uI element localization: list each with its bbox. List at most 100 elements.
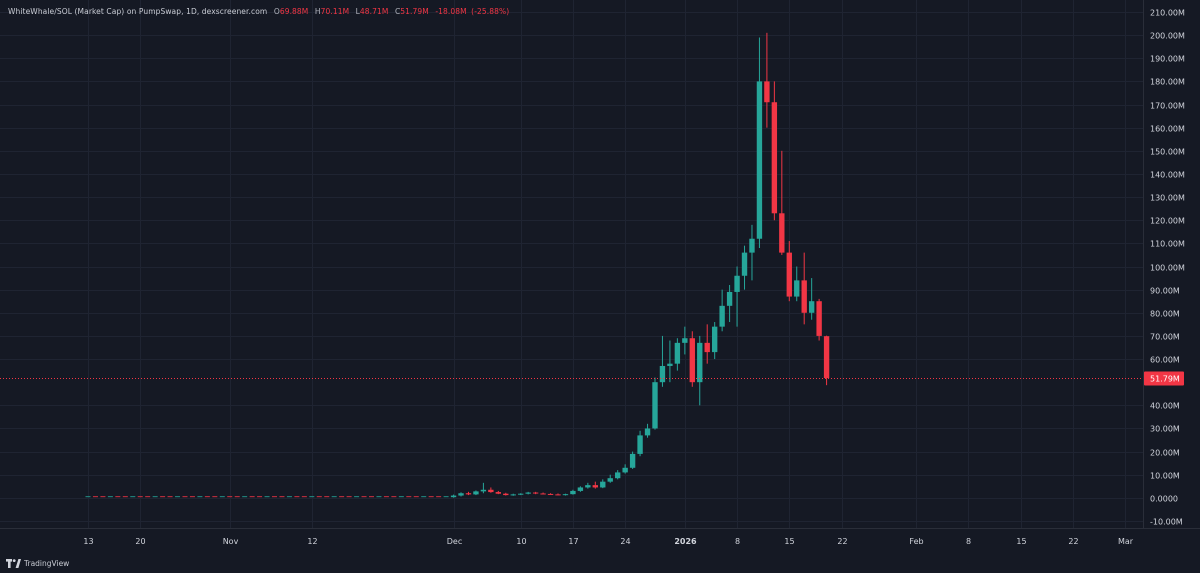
candle [771,81,778,221]
tradingview-logo[interactable]: TradingView [6,559,69,568]
time-tick-label: 22 [1068,537,1078,546]
candle [465,491,472,496]
candle [652,377,658,430]
candle-body [562,494,569,496]
candle [794,266,800,302]
candle [629,451,636,469]
symbol-title[interactable]: WhiteWhale/SOL (Market Cap) on PumpSwap,… [8,7,268,16]
flat-candle [368,496,374,498]
candle-body [801,280,807,313]
flat-candle [421,496,427,498]
candle-body [488,489,494,493]
change-percent: (-25.88%) [471,7,510,16]
grid [0,0,1143,528]
symbol-legend[interactable]: WhiteWhale/SOL (Market Cap) on PumpSwap,… [8,7,509,16]
candle-body [741,252,748,276]
candle-body [771,102,778,214]
time-tick-label: 12 [307,537,317,546]
candle-body [637,435,643,454]
time-tick-label: 2026 [674,537,697,546]
flat-candle [354,496,360,498]
candle-body [674,342,681,364]
candle-body [779,213,785,253]
candle [749,224,755,281]
candle-body [644,428,651,436]
candle [808,278,815,320]
flat-candle [331,496,337,498]
candle [503,492,509,496]
price-tick-label: 140.00M [1150,171,1185,180]
time-tick-label: Mar [1118,537,1134,546]
flat-candle [346,496,352,498]
price-tick-label: 10.00M [1150,472,1180,481]
low-value: 48.71M [359,7,389,16]
price-tick-label: 170.00M [1150,102,1185,111]
flat-candle [227,496,233,498]
flat-candle [92,496,98,498]
candle-body [503,493,509,496]
flat-candle [145,496,151,498]
high-value: 70.11M [320,7,350,16]
price-tick-label: 0.0000 [1150,495,1178,504]
flat-candle [436,496,442,498]
flat-candle [130,496,136,498]
price-tick-label: 150.00M [1150,148,1185,157]
flat-candle [85,496,91,498]
time-tick-label: 20 [135,537,145,546]
candle [719,289,725,332]
time-tick-label: 10 [516,537,526,546]
price-tick-label: 90.00M [1150,287,1180,296]
last-price-label-text: 51.79M [1150,375,1180,384]
candle-body [704,342,710,353]
price-tick-label: 100.00M [1150,264,1185,273]
candle [540,492,546,495]
price-tick-label: -10.00M [1150,518,1183,527]
candle [547,493,554,495]
time-tick-label: Feb [909,537,923,546]
flat-candle [204,496,210,498]
candle-body [473,491,479,495]
price-tick-label: 20.00M [1150,449,1180,458]
candle [644,423,651,438]
open-value: 69.88M [279,7,309,16]
time-tick-label: 24 [620,537,630,546]
candle [473,490,479,496]
flat-candle [272,496,278,498]
close-key: C [394,7,401,16]
candle-body [719,305,725,327]
candle-body [525,492,531,494]
candle [615,470,621,480]
candle [816,298,822,341]
flat-candle [257,496,263,498]
candle [682,326,688,355]
candle-body [682,338,688,343]
candle-body [615,472,621,479]
flat-candle [376,496,382,498]
price-tick-label: 190.00M [1150,55,1185,64]
candle-body [577,487,584,491]
candle [495,490,502,495]
candle-body [458,493,464,496]
flat-candle [234,496,240,498]
time-axis[interactable]: 13 20 Nov 12 Dec 10 17 24 2026 8 15 22 Feb 8 15 22 Mar [83,537,1133,546]
candle [555,493,561,496]
flat-candle [383,496,389,498]
flat-candle [294,496,300,498]
candle [585,482,591,489]
candle [667,340,673,383]
candle-body [816,301,822,336]
candle [577,486,584,492]
price-axis[interactable]: 210.00M 200.00M 190.00M 180.00M 170.00M 160.0… [1150,9,1185,527]
time-tick-label: 8 [735,537,740,546]
candle [532,491,539,495]
candle [518,493,524,496]
candle [600,479,606,489]
price-tick-label: 40.00M [1150,402,1180,411]
candle [592,481,598,489]
candle-body [756,81,763,239]
candle-body [450,495,457,498]
time-tick-label: 15 [1016,537,1026,546]
candle [786,241,792,302]
